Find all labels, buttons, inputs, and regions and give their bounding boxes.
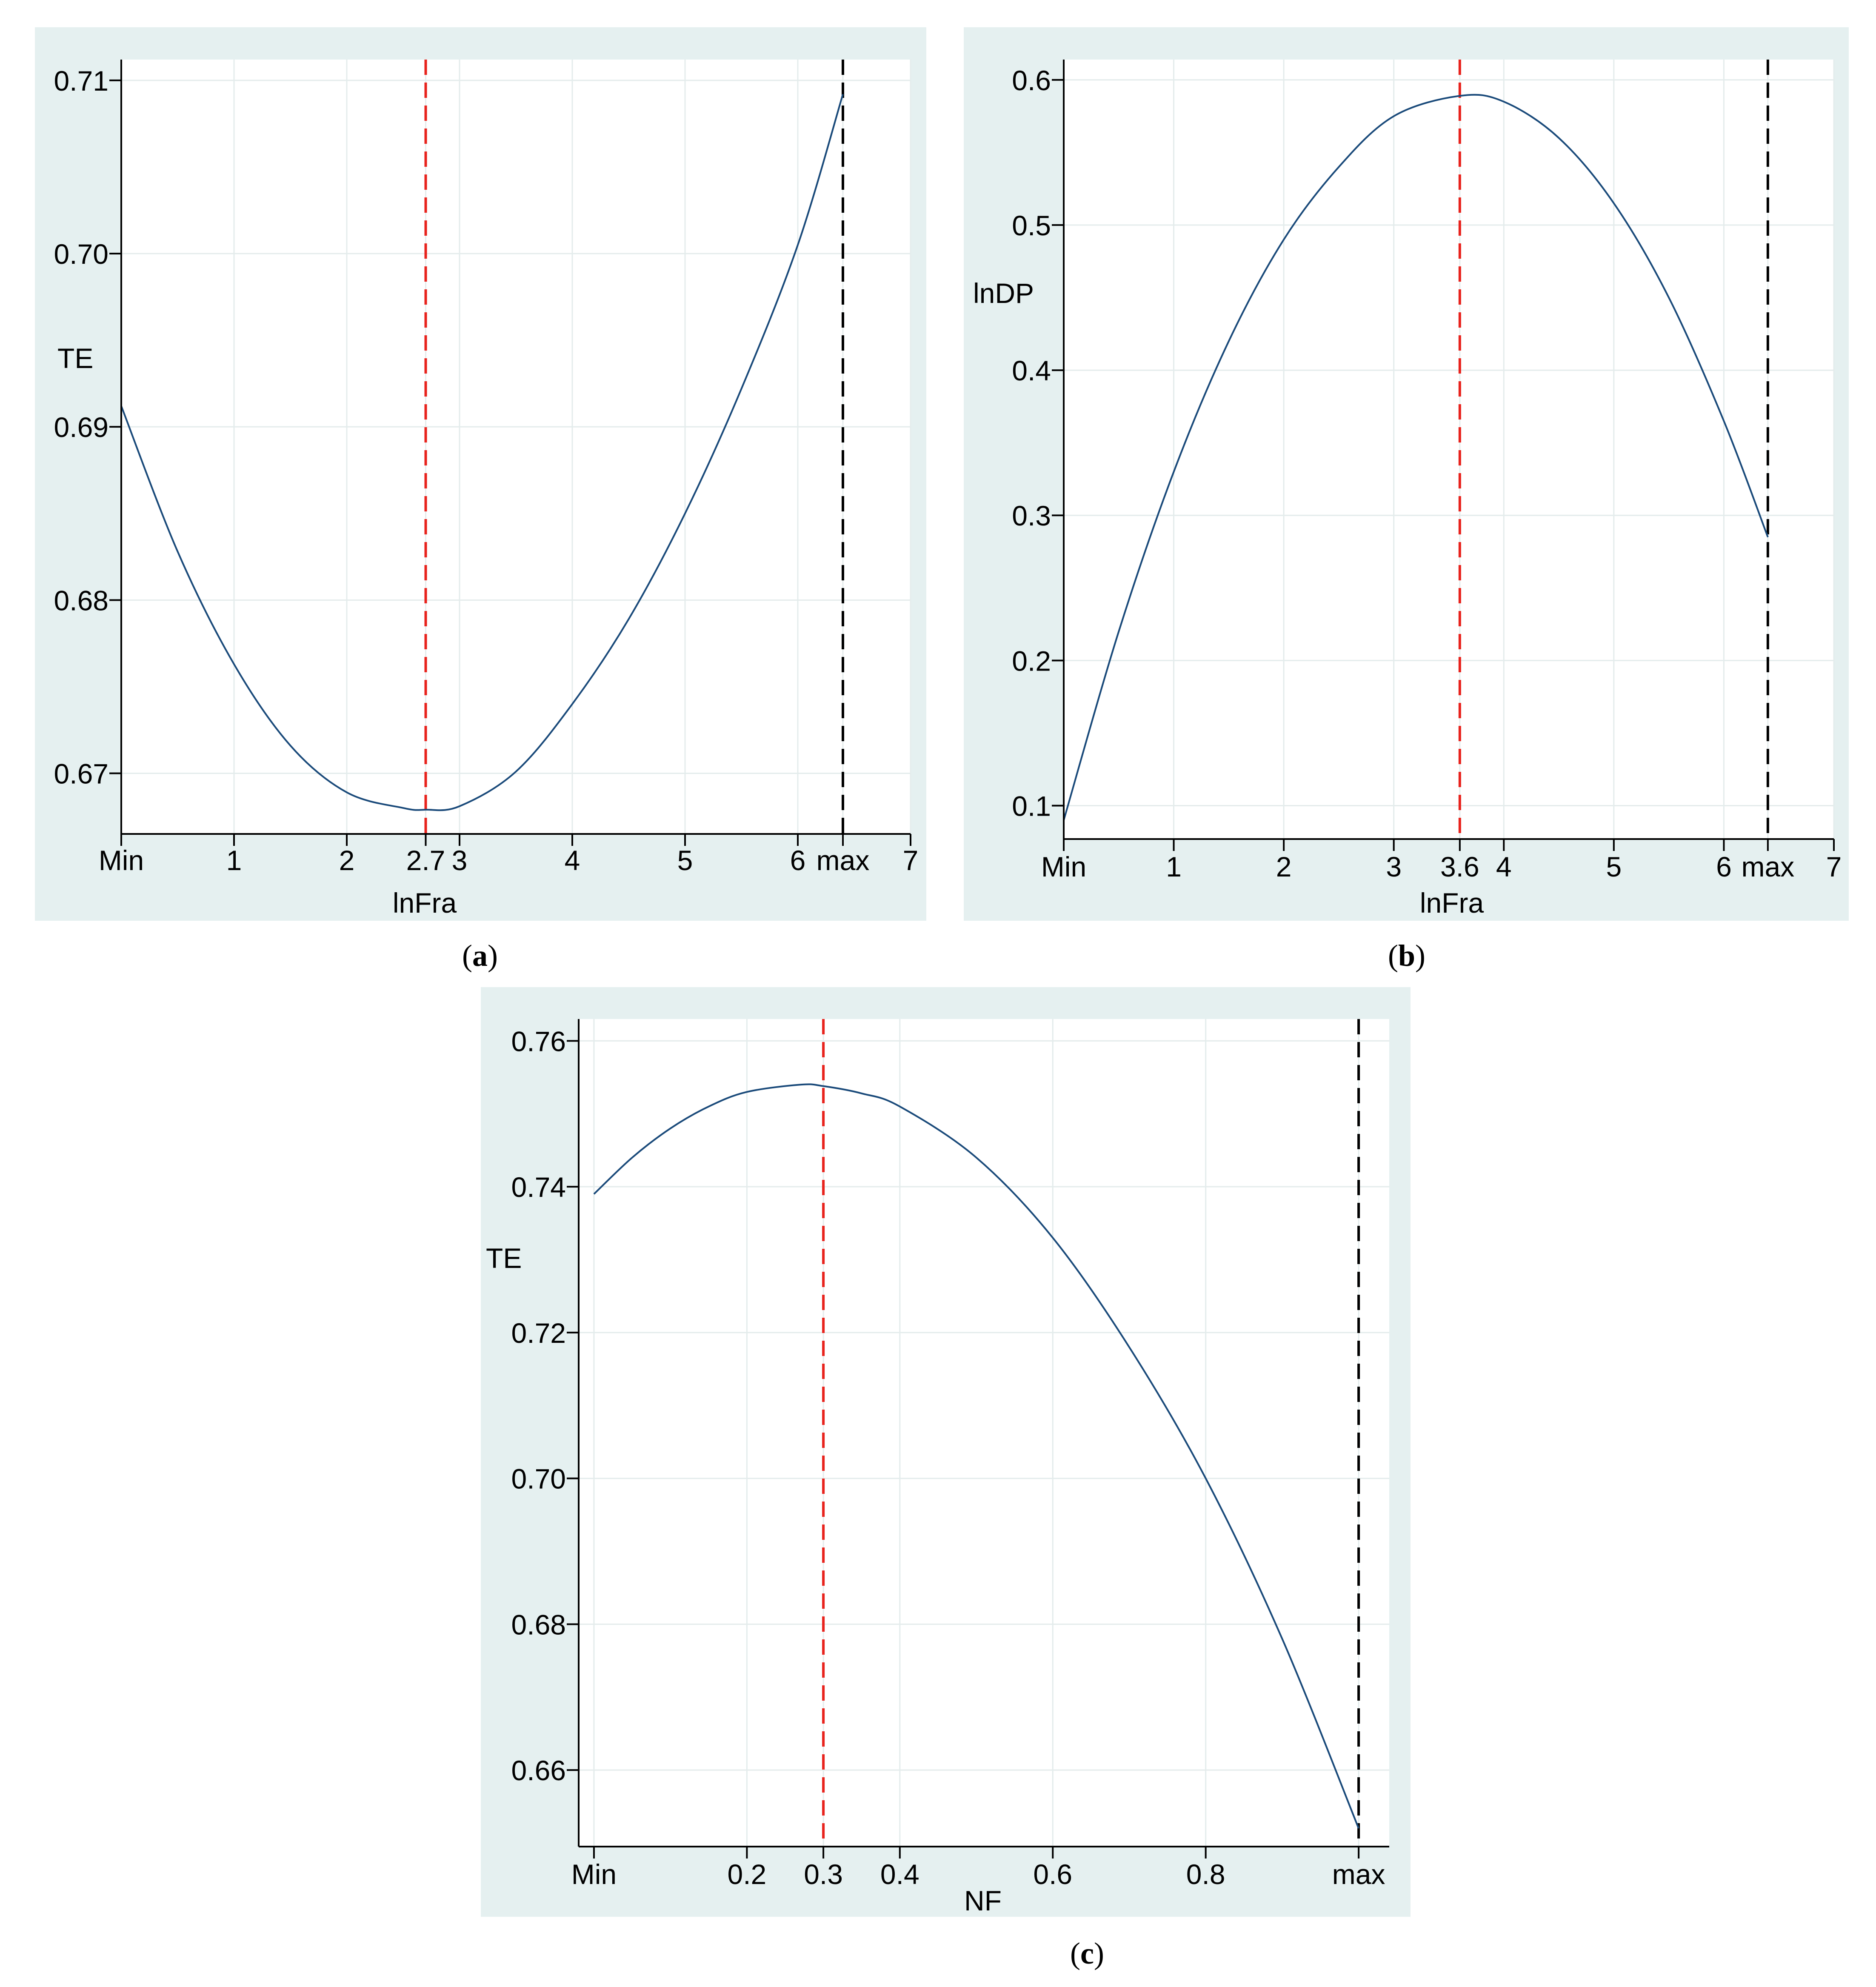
panel-a-x-tick-label-1: 1 bbox=[226, 845, 242, 876]
panel-c-y-tick-label-2: 0.70 bbox=[511, 1463, 566, 1495]
panel-b-y-tick-label-0: 0.1 bbox=[1012, 791, 1051, 822]
panel-c-caption-letter: c bbox=[1080, 1936, 1094, 1970]
panel-b-caption-letter: b bbox=[1398, 939, 1415, 973]
panel-a-x-axis-label: lnFra bbox=[393, 887, 457, 919]
panel-a-x-tick-label-2: 2 bbox=[339, 845, 355, 876]
panel-b-x-tick-label-1: 1 bbox=[1166, 851, 1182, 882]
panel-b-x-tick-label-2: 2 bbox=[1276, 851, 1292, 882]
panel-c-x-tick-label-1: 0.2 bbox=[728, 1859, 767, 1890]
panel-a-caption: (a) bbox=[462, 939, 498, 973]
panel-a-ticks: Min 1 2 2.7 3 4 5 6 max 7 0.67 0.68 0.69 0.70 0.71 bbox=[54, 65, 919, 876]
panel-b-y-tick-label-5: 0.6 bbox=[1012, 65, 1051, 96]
panel-c-axes bbox=[578, 1019, 1389, 1847]
panel-b-x-tick-label-6: 5 bbox=[1606, 851, 1622, 882]
panel-b-x-tick-label-8: max bbox=[1742, 851, 1795, 882]
panel-a-x-tick-label-0: Min bbox=[99, 845, 144, 876]
panel-b-y-axis-label: lnDP bbox=[973, 277, 1034, 309]
panel-b-y-tick-label-2: 0.3 bbox=[1012, 500, 1051, 531]
panel-b-x-tick-label-5: 4 bbox=[1496, 851, 1512, 882]
panel-c-y-tick-label-3: 0.72 bbox=[511, 1317, 566, 1349]
panel-a-x-tick-label-3: 2.7 bbox=[406, 845, 445, 876]
panel-b-curve bbox=[1063, 94, 1769, 821]
panel-a-y-tick-label-4: 0.71 bbox=[54, 65, 109, 97]
panel-b: Min 1 2 3 3.6 4 5 6 max 70.10.20.30.40.50.6 lnDP … bbox=[964, 27, 1849, 973]
panel-a-plot-area bbox=[121, 60, 911, 834]
panel-b-x-axis-label: lnFra bbox=[1420, 887, 1484, 919]
panel-c-x-tick-label-5: 0.8 bbox=[1186, 1859, 1225, 1890]
panel-a-x-tick-label-7: 6 bbox=[790, 845, 806, 876]
panel-b-caption: (b) bbox=[1388, 939, 1425, 973]
panel-b-plot-area bbox=[1064, 60, 1834, 839]
panel-b-ticks: Min 1 2 3 3.6 4 5 6 max 7 0.1 0.2 0.3 0.4 0.5 0.6 bbox=[1012, 65, 1842, 882]
panel-c-x-tick-label-3: 0.4 bbox=[880, 1859, 919, 1890]
panel-a-curve bbox=[120, 94, 844, 811]
panel-a-y-tick-label-2: 0.69 bbox=[54, 411, 109, 443]
panel-a-caption-letter: a bbox=[472, 939, 488, 973]
panel-a-x-tick-label-4: 3 bbox=[452, 845, 468, 876]
panel-b-x-tick-label-9: 7 bbox=[1826, 851, 1842, 882]
panel-a-y-tick-label-0: 0.67 bbox=[54, 758, 109, 789]
panel-b-x-tick-label-4: 3.6 bbox=[1440, 851, 1479, 882]
panel-c-y-tick-label-5: 0.76 bbox=[511, 1025, 566, 1057]
panel-a-x-tick-label-9: 7 bbox=[903, 845, 919, 876]
panel-c: Min 0.2 0.3 0.4 0.6 0.8 max 0.66 0.68 0.70 0.72 0.7… bbox=[481, 987, 1411, 1970]
panel-a-y-axis-label: TE bbox=[57, 343, 93, 374]
panel-c-x-tick-label-6: max bbox=[1332, 1859, 1385, 1890]
panel-b-x-tick-label-7: 6 bbox=[1716, 851, 1732, 882]
panel-c-vlines bbox=[822, 1019, 1360, 1847]
panel-b-y-tick-label-1: 0.2 bbox=[1012, 645, 1051, 677]
panel-a-x-tick-label-8: max bbox=[817, 845, 870, 876]
panel-b-x-tick-label-3: 3 bbox=[1386, 851, 1402, 882]
panel-c-ticks: Min 0.2 0.3 0.4 0.6 0.8 max 0.66 0.68 0.70 0.72 0.7… bbox=[511, 1025, 1385, 1890]
panel-b-vlines bbox=[1458, 60, 1769, 839]
panel-b-axes bbox=[1063, 60, 1834, 840]
panel-c-caption: (c) bbox=[1070, 1936, 1104, 1970]
panel-c-curve bbox=[593, 1083, 1359, 1829]
panel-c-plot-area bbox=[579, 1019, 1389, 1847]
panel-a-axes bbox=[120, 60, 911, 835]
panel-a-x-tick-label-6: 5 bbox=[677, 845, 693, 876]
panel-c-x-axis-label: NF bbox=[964, 1885, 1002, 1916]
panel-c-y-tick-label-1: 0.68 bbox=[511, 1609, 566, 1640]
panel-b-y-tick-label-3: 0.4 bbox=[1012, 355, 1051, 386]
panel-a-x-tick-label-5: 4 bbox=[565, 845, 580, 876]
panel-c-x-tick-label-4: 0.6 bbox=[1033, 1859, 1072, 1890]
panel-b-x-tick-label-0: Min bbox=[1041, 851, 1086, 882]
panel-a-vlines bbox=[424, 60, 844, 834]
panel-a-y-tick-label-1: 0.68 bbox=[54, 585, 109, 616]
panel-c-x-tick-label-0: Min bbox=[571, 1859, 617, 1890]
panel-b-y-tick-label-4: 0.5 bbox=[1012, 210, 1051, 241]
panel-c-x-tick-label-2: 0.3 bbox=[804, 1859, 843, 1890]
panel-c-y-tick-label-0: 0.66 bbox=[511, 1755, 566, 1786]
panel-a-y-tick-label-3: 0.70 bbox=[54, 238, 109, 270]
panel-c-y-axis-label: TE bbox=[486, 1242, 522, 1274]
panel-a: Min 1 2 2.7 3 4 5 6 max 70.670.680.690.700.71 TE … bbox=[35, 27, 926, 973]
panel-c-y-tick-label-4: 0.74 bbox=[511, 1171, 566, 1203]
